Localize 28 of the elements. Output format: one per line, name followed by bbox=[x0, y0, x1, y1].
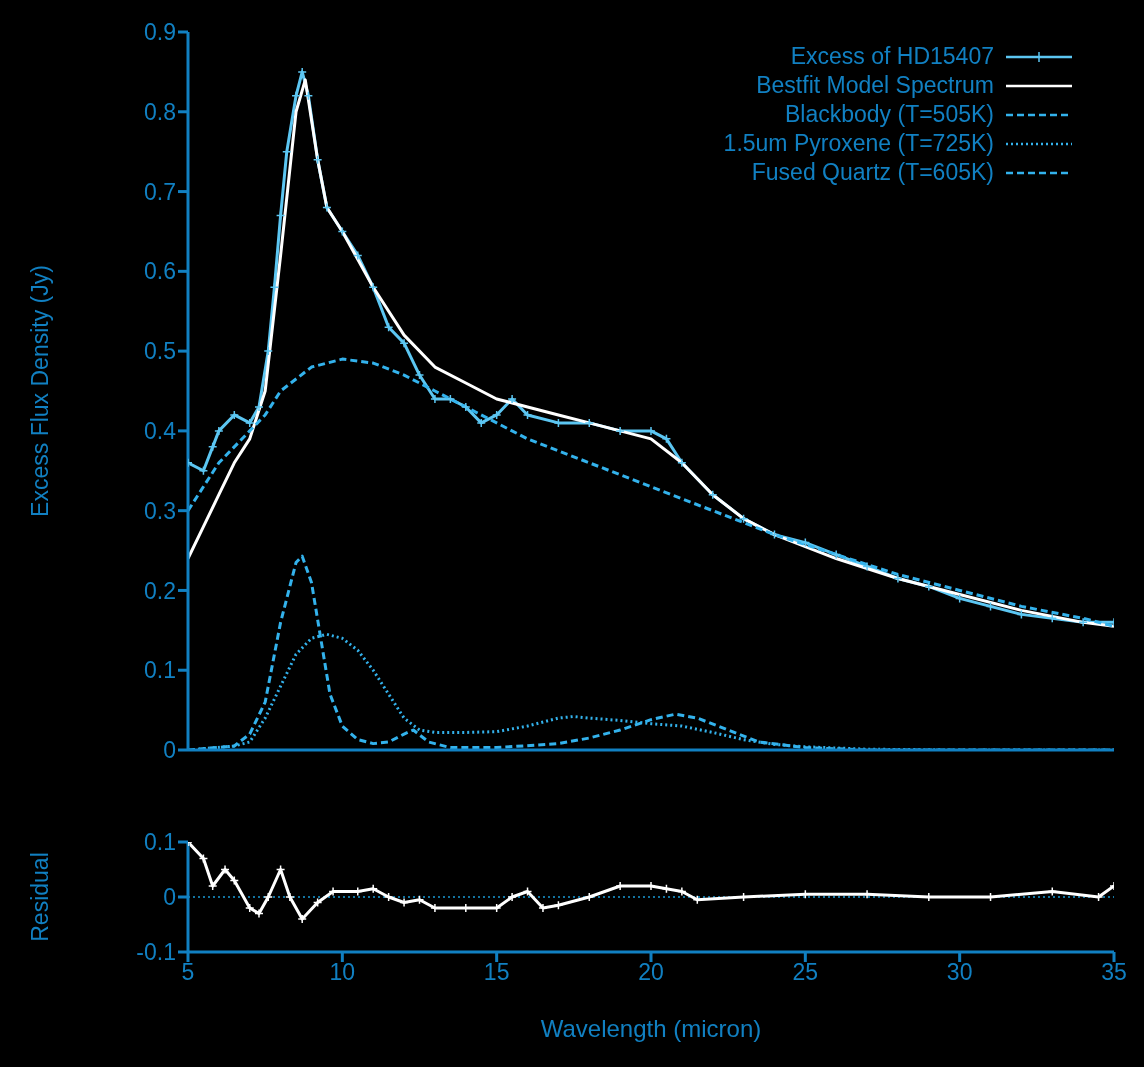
y-tick-label: -0.1 bbox=[136, 939, 176, 966]
legend-label: Blackbody (T=505K) bbox=[784, 100, 994, 129]
legend-label: Excess of HD15407 bbox=[790, 42, 994, 71]
y-tick-label: 0.1 bbox=[144, 657, 176, 684]
x-tick-label: 10 bbox=[329, 959, 356, 986]
y-axis-title: Excess Flux Density (Jy) bbox=[27, 265, 54, 517]
legend-label: 1.5um Pyroxene (T=725K) bbox=[723, 129, 994, 158]
x-tick-label: 5 bbox=[181, 959, 195, 986]
y-tick-label: 0.6 bbox=[144, 258, 176, 285]
y-tick-label: 0.1 bbox=[144, 829, 176, 856]
x-tick-label: 15 bbox=[483, 959, 510, 986]
y-tick-label: 0.7 bbox=[144, 178, 176, 205]
x-tick-label: 25 bbox=[792, 959, 819, 986]
y-tick-label: 0.4 bbox=[144, 418, 177, 445]
x-tick-label: 35 bbox=[1101, 959, 1127, 986]
legend-label: Fused Quartz (T=605K) bbox=[751, 158, 994, 187]
y-tick-label: 0.3 bbox=[144, 497, 176, 524]
y-tick-label: 0.5 bbox=[144, 338, 176, 365]
y-tick-label: 0 bbox=[163, 737, 176, 764]
x-axis-title: Wavelength (micron) bbox=[540, 1015, 762, 1042]
x-tick-label: 30 bbox=[946, 959, 973, 986]
y-tick-label: 0 bbox=[163, 884, 176, 911]
y-tick-label: 0.9 bbox=[144, 19, 176, 46]
y-axis-title: Residual bbox=[27, 852, 54, 942]
legend-label: Bestfit Model Spectrum bbox=[756, 71, 994, 100]
y-tick-label: 0.2 bbox=[144, 577, 176, 604]
y-tick-label: 0.8 bbox=[144, 98, 176, 125]
x-tick-label: 20 bbox=[638, 959, 664, 986]
